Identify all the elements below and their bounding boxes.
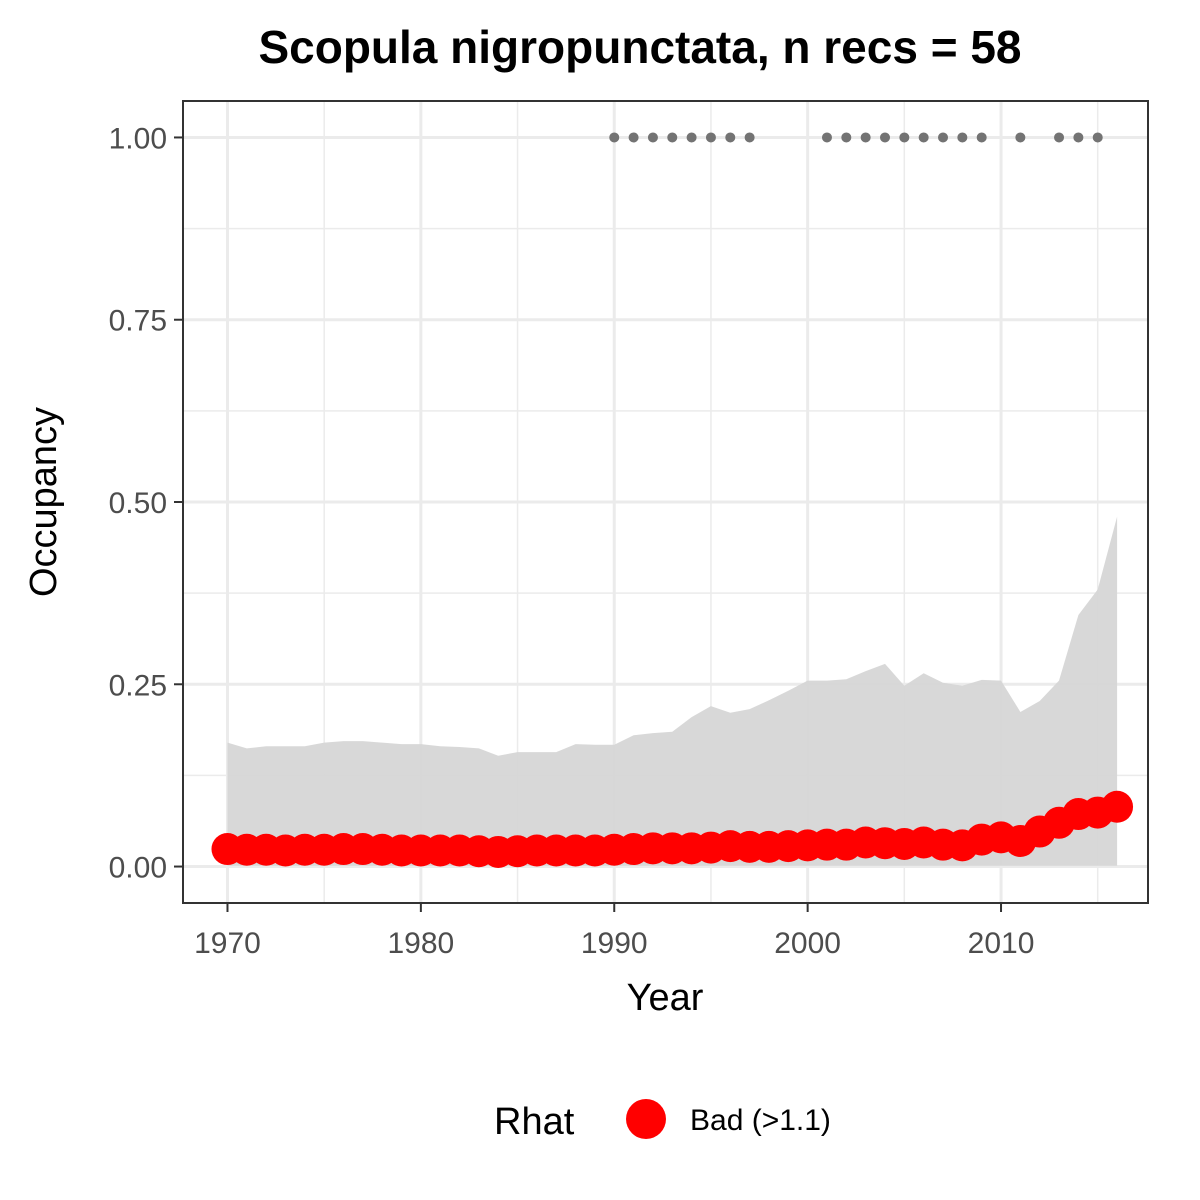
y-tick-label: 0.75 [109,305,167,338]
y-tick-label: 1.00 [109,122,167,155]
record-point [705,132,716,143]
legend: Rhat Bad (>1.1) [494,1099,831,1143]
record-point [841,132,852,143]
record-point [744,132,755,143]
legend-key-bad [626,1099,666,1139]
x-tick-label: 2000 [774,927,841,960]
y-tick-label: 0.50 [109,487,167,520]
record-point [667,132,678,143]
x-tick-label: 1980 [387,927,454,960]
y-tick-label: 0.00 [109,852,167,885]
record-point [938,132,949,143]
record-point [957,132,968,143]
record-point [725,132,736,143]
record-point [647,132,658,143]
chart-title: Scopula nigropunctata, n recs = 58 [258,21,1021,73]
y-axis-title: Occupancy [23,407,65,597]
record-point [821,132,832,143]
record-point [879,132,890,143]
record-point [918,132,929,143]
record-point [686,132,697,143]
occupancy-mean-points [211,790,1134,868]
record-point [628,132,639,143]
record-point [1054,132,1065,143]
x-tick-label: 1970 [194,927,261,960]
x-tick-label: 1990 [581,927,648,960]
record-point [1092,132,1103,143]
record-point [1073,132,1084,143]
credible-interval-ribbon [227,516,1118,866]
record-point [899,132,910,143]
record-point [1015,132,1026,143]
occupancy-point [1101,790,1134,823]
x-axis-ticks: 1970 1980 1990 2000 2010 [194,903,1034,960]
record-point [860,132,871,143]
record-points [609,132,1103,143]
record-point [976,132,987,143]
y-axis-ticks: 0.00 0.25 0.50 0.75 1.00 [109,122,183,885]
y-tick-label: 0.25 [109,669,167,702]
legend-title: Rhat [494,1101,575,1143]
x-tick-label: 2010 [968,927,1035,960]
legend-label-bad: Bad (>1.1) [690,1104,831,1137]
record-point [609,132,620,143]
x-axis-title: Year [627,977,704,1019]
